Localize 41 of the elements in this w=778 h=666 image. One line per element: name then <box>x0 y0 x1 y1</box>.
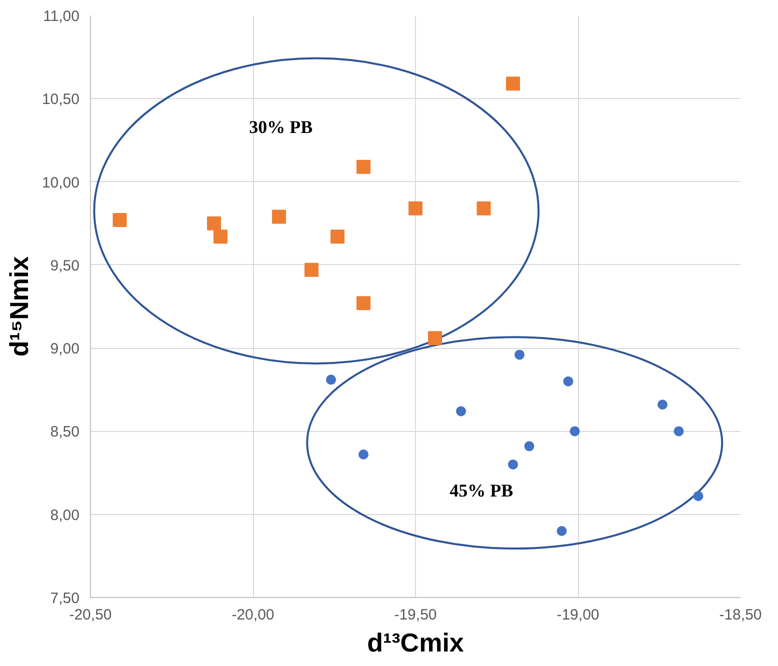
x-tick-label: -19,50 <box>394 606 437 624</box>
point <box>330 230 344 244</box>
point <box>408 201 422 216</box>
point <box>304 262 318 277</box>
x-tick-label: -20,50 <box>69 606 112 624</box>
x-tick-label: -20,00 <box>232 606 274 624</box>
point <box>428 331 442 346</box>
x-tick-label: -18,50 <box>719 606 762 624</box>
y-tick-label: 8,50 <box>50 424 80 441</box>
point <box>658 400 668 410</box>
point <box>508 459 518 470</box>
point <box>112 213 127 228</box>
point <box>356 160 370 174</box>
x-axis-title: d¹³Cmix <box>367 628 464 658</box>
point <box>556 526 567 536</box>
annotation: 30% PB <box>249 116 313 137</box>
y-tick-label: 9,00 <box>50 340 80 358</box>
y-axis-title: d¹⁵Nmix <box>4 256 34 357</box>
point <box>506 76 520 91</box>
y-tick-label: 7,50 <box>50 590 80 607</box>
point <box>326 374 336 385</box>
annotation: 45% PB <box>450 480 514 500</box>
y-tick-label: 9,50 <box>50 257 80 274</box>
point <box>476 201 491 216</box>
point <box>524 441 534 452</box>
point <box>456 406 466 416</box>
point <box>214 230 228 244</box>
point <box>514 350 524 360</box>
point <box>563 376 574 386</box>
y-tick-label: 10,00 <box>42 174 80 192</box>
point <box>693 491 704 502</box>
y-tick-label: 11,00 <box>43 8 80 25</box>
x-tick-label: -19,00 <box>556 606 600 624</box>
point <box>272 210 286 224</box>
point <box>674 426 684 436</box>
y-tick-label: 8,00 <box>50 506 80 524</box>
point <box>570 426 580 436</box>
point <box>356 296 370 310</box>
point <box>358 450 368 460</box>
y-tick-label: 10,50 <box>42 91 80 108</box>
point <box>207 216 221 230</box>
